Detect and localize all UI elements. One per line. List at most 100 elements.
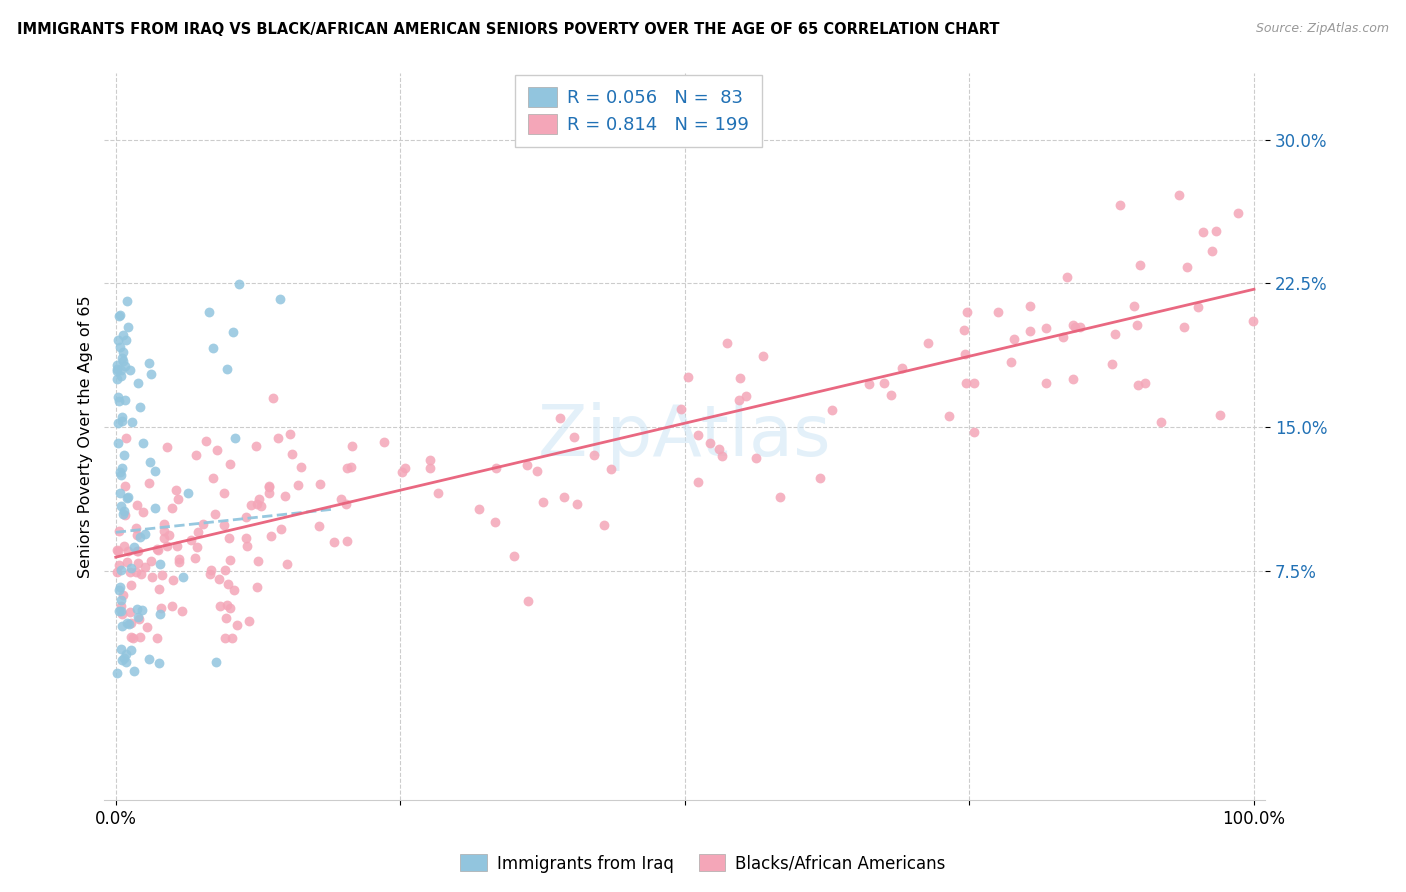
Point: [246, 497, 269, 511]
Point: [148, 557, 170, 571]
Point: [226, 618, 249, 632]
Point: [716, 336, 738, 351]
Point: [111, 508, 134, 522]
Point: [108, 465, 131, 479]
Point: [114, 392, 136, 407]
Point: [148, 656, 170, 670]
Point: [107, 436, 129, 450]
Point: [1064, 320, 1087, 334]
Point: [1056, 269, 1078, 284]
Point: [129, 630, 152, 644]
Point: [240, 499, 263, 513]
Legend: Immigrants from Iraq, Blacks/African Americans: Immigrants from Iraq, Blacks/African Ame…: [454, 847, 952, 880]
Point: [215, 598, 238, 612]
Point: [150, 601, 173, 615]
Point: [131, 603, 153, 617]
Point: [212, 518, 235, 533]
Point: [1062, 318, 1084, 332]
Point: [219, 553, 242, 567]
Point: [198, 304, 221, 318]
Point: [118, 362, 141, 376]
Point: [105, 364, 128, 378]
Point: [187, 524, 209, 539]
Point: [956, 305, 979, 319]
Point: [269, 292, 291, 306]
Point: [214, 486, 236, 500]
Point: [468, 501, 491, 516]
Point: [153, 524, 176, 538]
Point: [155, 539, 177, 553]
Point: [1104, 327, 1126, 342]
Point: [167, 555, 190, 569]
Point: [426, 485, 449, 500]
Point: [676, 370, 699, 384]
Point: [1173, 320, 1195, 334]
Point: [115, 431, 138, 445]
Point: [167, 491, 190, 506]
Point: [262, 392, 284, 406]
Point: [582, 448, 605, 462]
Point: [548, 410, 571, 425]
Point: [1123, 299, 1146, 313]
Y-axis label: Seniors Poverty Over the Age of 65: Seniors Poverty Over the Age of 65: [79, 295, 93, 578]
Point: [127, 557, 149, 571]
Point: [808, 471, 831, 485]
Point: [108, 558, 131, 572]
Point: [114, 479, 136, 493]
Point: [118, 616, 141, 631]
Point: [917, 335, 939, 350]
Point: [108, 582, 131, 597]
Point: [1241, 313, 1264, 327]
Point: [107, 309, 129, 323]
Point: [157, 528, 180, 542]
Point: [141, 570, 163, 584]
Point: [1150, 415, 1173, 429]
Point: [238, 614, 260, 628]
Point: [139, 554, 162, 568]
Point: [276, 558, 298, 572]
Point: [114, 655, 136, 669]
Point: [132, 436, 155, 450]
Point: [273, 489, 295, 503]
Point: [987, 305, 1010, 319]
Point: [208, 572, 231, 586]
Point: [186, 540, 208, 554]
Point: [1209, 408, 1232, 422]
Point: [880, 388, 903, 402]
Point: [218, 457, 240, 471]
Point: [105, 372, 128, 386]
Point: [108, 580, 131, 594]
Point: [246, 554, 269, 568]
Point: [308, 477, 330, 491]
Point: [148, 582, 170, 596]
Point: [105, 358, 128, 372]
Point: [952, 323, 974, 337]
Point: [110, 363, 132, 377]
Point: [228, 277, 250, 291]
Point: [250, 499, 273, 513]
Point: [526, 464, 548, 478]
Point: [938, 409, 960, 423]
Point: [592, 518, 614, 533]
Point: [110, 414, 132, 428]
Point: [214, 563, 236, 577]
Point: [138, 476, 160, 491]
Point: [107, 544, 129, 558]
Point: [890, 360, 912, 375]
Point: [112, 448, 135, 462]
Point: [872, 376, 894, 390]
Point: [340, 460, 363, 475]
Point: [517, 594, 540, 608]
Point: [1227, 206, 1250, 220]
Point: [224, 431, 246, 445]
Point: [110, 641, 132, 656]
Point: [107, 524, 129, 539]
Point: [329, 492, 352, 507]
Point: [218, 532, 240, 546]
Point: [419, 452, 441, 467]
Point: [267, 431, 290, 445]
Point: [1000, 354, 1022, 368]
Point: [107, 604, 129, 618]
Point: [108, 394, 131, 409]
Point: [117, 491, 139, 506]
